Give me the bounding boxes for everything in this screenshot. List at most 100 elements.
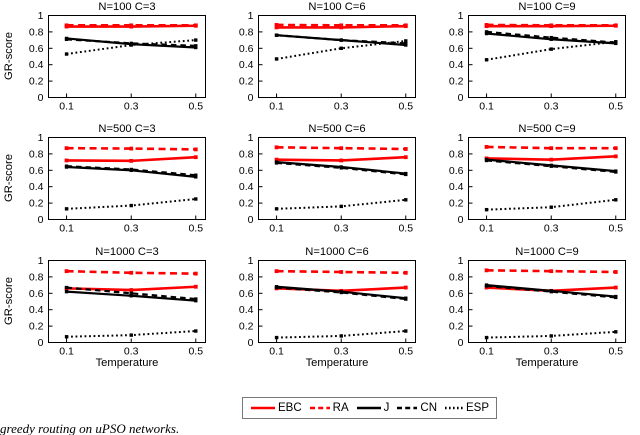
data-marker (404, 297, 408, 301)
data-marker (274, 207, 279, 211)
legend-label: CN (420, 402, 438, 414)
data-marker (404, 172, 408, 177)
data-marker (193, 155, 198, 160)
data-marker (129, 203, 133, 208)
data-marker (339, 25, 344, 30)
svg-text:1: 1 (248, 132, 254, 144)
subplot-title: N=100 C=3 (98, 1, 156, 13)
svg-text:0.1: 0.1 (479, 223, 494, 235)
svg-text:0.6: 0.6 (449, 165, 464, 177)
svg-text:0.8: 0.8 (449, 26, 464, 38)
svg-text:0.3: 0.3 (124, 223, 139, 235)
subplot-n500-c3: 0 0.2 0.4 0.6 0.8 1 0.1 0.3 0.5 N=500 C=3 GR-sco… (0, 122, 210, 245)
data-marker (549, 205, 553, 209)
data-marker (339, 158, 344, 163)
subplot-title: N=1000 C=9 (515, 246, 579, 258)
svg-text:0.2: 0.2 (449, 76, 464, 88)
data-marker (64, 164, 69, 168)
legend-label: RA (332, 402, 349, 414)
data-marker (614, 198, 618, 202)
data-marker (549, 47, 553, 51)
data-marker (549, 146, 554, 151)
x-axis-label: Temperature (305, 357, 369, 369)
svg-text:0.4: 0.4 (29, 59, 44, 71)
svg-text:0.5: 0.5 (188, 223, 203, 235)
svg-text:0: 0 (38, 337, 44, 349)
svg-text:0.1: 0.1 (479, 101, 494, 113)
data-marker (274, 335, 279, 340)
data-marker (404, 198, 408, 202)
svg-text:0.6: 0.6 (29, 288, 44, 300)
data-marker (64, 23, 69, 28)
subplot-title: N=100 C=9 (518, 1, 576, 13)
svg-text:0.4: 0.4 (239, 304, 254, 316)
data-marker (404, 329, 408, 333)
legend-item-j: J (356, 402, 389, 414)
x-axis-label: Temperature (515, 357, 579, 369)
data-marker (339, 166, 343, 170)
data-marker (64, 335, 69, 339)
series-line-ra (66, 146, 196, 151)
svg-text:0: 0 (38, 92, 44, 104)
svg-text:0.2: 0.2 (29, 321, 44, 333)
svg-text:1: 1 (458, 255, 464, 267)
svg-text:0.5: 0.5 (608, 223, 623, 235)
svg-text:0.2: 0.2 (239, 76, 254, 88)
data-marker (484, 145, 489, 149)
data-marker (339, 23, 344, 28)
data-marker (549, 35, 553, 40)
data-marker (193, 284, 198, 289)
subplot-n500-c6: 0 0.2 0.4 0.6 0.8 1 0.1 0.3 0.5 N=500 C=6 (210, 122, 420, 245)
legend-item-esp: ESP (444, 402, 489, 414)
data-marker (339, 290, 343, 295)
data-marker (274, 285, 279, 290)
svg-text:0.8: 0.8 (449, 148, 464, 160)
svg-text:0.3: 0.3 (544, 223, 559, 235)
axes-box (258, 260, 416, 343)
legend-line-sample (397, 406, 418, 410)
plot-canvas: 0 0.2 0.4 0.6 0.8 1 0.1 0.3 0.5 (29, 255, 206, 358)
svg-text:0.6: 0.6 (29, 165, 44, 177)
svg-text:0.8: 0.8 (239, 148, 254, 160)
svg-text:0: 0 (248, 214, 254, 226)
axis-ticks: 0 0.2 0.4 0.6 0.8 1 0.1 0.3 0.5 (449, 10, 623, 113)
data-marker (194, 297, 198, 301)
data-marker (274, 161, 279, 165)
svg-text:0.2: 0.2 (239, 198, 254, 210)
data-marker (129, 333, 133, 337)
series-line-esp (276, 39, 406, 60)
svg-text:0.8: 0.8 (239, 26, 254, 38)
svg-text:1: 1 (248, 10, 254, 22)
subplot-n1000-c3: 0 0.2 0.4 0.6 0.8 1 0.1 0.3 0.5 N=1000 C=3 GR-sc… (0, 245, 210, 380)
legend-item-ra: RA (309, 402, 349, 414)
data-marker (274, 33, 279, 37)
data-marker (274, 25, 279, 30)
data-marker (64, 158, 69, 163)
data-marker (129, 146, 134, 151)
legend-line-sample (251, 406, 275, 410)
data-marker (403, 23, 408, 28)
plot-canvas: 0 0.2 0.4 0.6 0.8 1 0.1 0.3 0.5 (239, 255, 416, 358)
data-marker (274, 57, 279, 61)
svg-text:0.1: 0.1 (479, 346, 494, 358)
svg-text:0.2: 0.2 (239, 321, 254, 333)
series-line-esp (486, 40, 616, 61)
data-marker (549, 334, 553, 338)
data-marker (339, 204, 343, 209)
plot-canvas: 0 0.2 0.4 0.6 0.8 1 0.1 0.3 0.5 (239, 132, 416, 235)
svg-text:0.8: 0.8 (29, 271, 44, 283)
data-marker (613, 270, 618, 274)
axes-box (48, 15, 206, 98)
svg-text:0.4: 0.4 (449, 181, 464, 193)
data-marker (614, 170, 618, 174)
svg-text:0.8: 0.8 (29, 148, 44, 160)
svg-text:0.1: 0.1 (59, 101, 74, 113)
axes-box (468, 15, 626, 98)
data-marker (484, 207, 489, 212)
svg-text:0.4: 0.4 (29, 181, 44, 193)
svg-text:0.6: 0.6 (449, 288, 464, 300)
series-line-cn (486, 159, 616, 174)
svg-text:0.3: 0.3 (334, 101, 349, 113)
data-marker (484, 158, 489, 163)
data-marker (403, 270, 408, 275)
